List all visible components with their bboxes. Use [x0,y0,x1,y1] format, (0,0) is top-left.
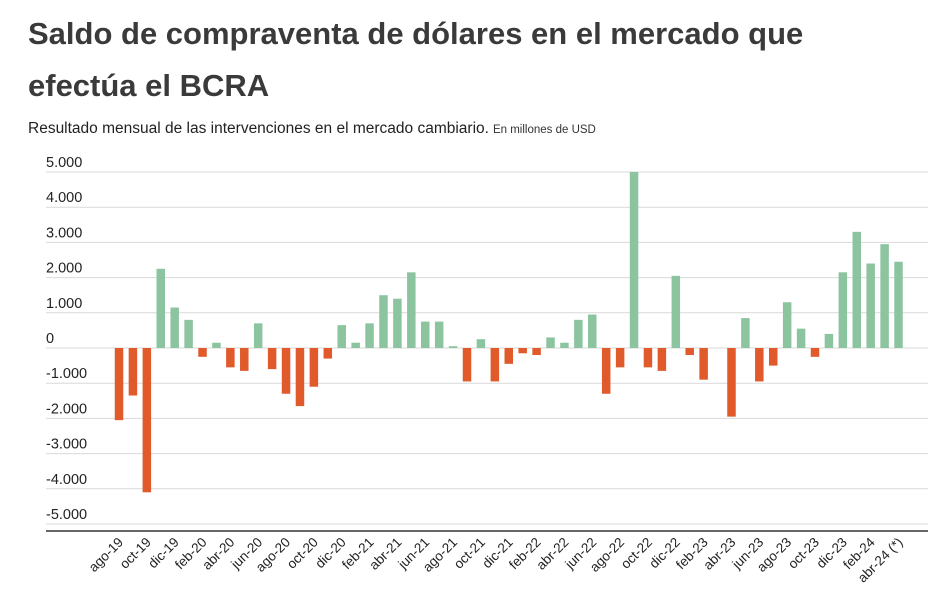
bar-sep-19 [128,348,138,396]
bar-nov-21 [490,348,500,382]
bar-nov-20 [323,348,333,359]
bar-abr-22 [560,342,569,348]
bar-dic-23 [838,272,848,348]
x-tick-label: oct-19 [117,535,154,572]
bar-ago-19 [114,348,124,421]
y-tick-label: -5.000 [46,507,87,523]
y-tick-label: 0 [46,331,54,347]
bar-feb-21 [365,323,374,348]
bar-jun-20 [253,323,263,348]
y-tick-label: 1.000 [46,296,82,312]
bar-abr-21 [393,298,402,348]
bar-sep-22 [629,172,639,348]
bar-dic-20 [337,325,346,348]
y-tick-label: -2.000 [46,401,87,417]
bar-mar-24 [880,244,889,348]
bar-ago-20 [281,348,291,394]
x-tick-label: abr-21 [366,535,404,573]
bar-jul-21 [434,321,444,348]
bar-feb-24 [866,263,875,348]
bar-may-23 [741,318,750,348]
bar-jul-22 [601,348,611,394]
bar-nov-19 [156,268,166,348]
y-tick-label: 4.000 [46,190,82,206]
unit-label: En millones de USD [492,124,596,136]
bar-dic-19 [170,307,179,348]
y-tick-label: -4.000 [46,472,87,488]
bars [114,172,903,493]
bar-may-22 [574,319,583,348]
bar-jun-23 [755,348,764,382]
bar-sep-21 [462,348,472,382]
bar-oct-21 [476,339,486,348]
y-tick-label: 5.000 [46,155,82,171]
bar-feb-22 [532,348,541,356]
x-tick-label: abr-22 [533,535,571,573]
bar-jun-21 [420,321,430,348]
x-axis-ticks: ago-19oct-19dic-19feb-20abr-20jun-20ago-… [86,534,906,585]
bar-oct-19 [142,348,152,493]
bar-feb-23 [699,348,708,380]
subtitle-text: Resultado mensual de las intervenciones … [28,120,489,137]
x-tick-label: abr-20 [199,535,237,573]
bar-ago-21 [448,346,458,348]
bar-jul-23 [768,348,778,366]
bar-oct-20 [309,348,319,387]
bar-abr-20 [226,348,235,368]
bar-dic-22 [671,275,681,348]
bar-ene-24 [852,231,862,348]
bar-sep-20 [295,348,305,407]
bar-ago-23 [782,302,792,348]
y-tick-label: -3.000 [46,437,87,453]
x-tick-label: oct-20 [284,535,321,572]
y-tick-label: 2.000 [46,261,82,277]
bar-mar-21 [379,295,388,348]
bar-ago-22 [615,348,625,368]
bar-ene-21 [351,342,360,348]
bar-nov-23 [824,333,834,348]
x-tick-label: abr-23 [700,535,738,573]
bar-abr-23 [727,348,736,417]
chart-subtitle: Resultado mensual de las intervenciones … [28,120,596,138]
bar-feb-20 [198,348,207,357]
bar-sep-23 [796,328,806,348]
bar-jul-20 [267,348,277,370]
bar-abr-24 (*) [894,261,903,348]
bar-dic-21 [504,348,514,364]
bar-oct-22 [643,348,653,368]
bar-ene-20 [184,319,193,348]
bar-mar-22 [546,337,555,348]
bar-jun-22 [588,314,597,348]
y-tick-label: 3.000 [46,225,82,241]
grid-lines [46,171,928,525]
chart-title: Saldo de compraventa de dólares en el me… [28,16,804,103]
bar-may-20 [240,348,249,371]
bar-mar-20 [212,342,221,348]
x-tick-label: oct-22 [618,535,655,572]
bar-may-21 [407,272,416,348]
bar-ene-22 [518,348,527,354]
x-tick-label: oct-21 [451,535,488,572]
y-tick-label: -1.000 [46,366,87,382]
y-axis-ticks: 5.000 4.000 3.000 2.000 1.000 0 -1.000 -2.000 -3… [46,155,87,523]
x-tick-label: oct-23 [785,535,822,572]
bar-nov-22 [657,348,667,371]
x-tick-label: ago-19 [86,535,126,575]
bar-ene-23 [685,348,694,356]
bar-oct-23 [810,348,820,357]
